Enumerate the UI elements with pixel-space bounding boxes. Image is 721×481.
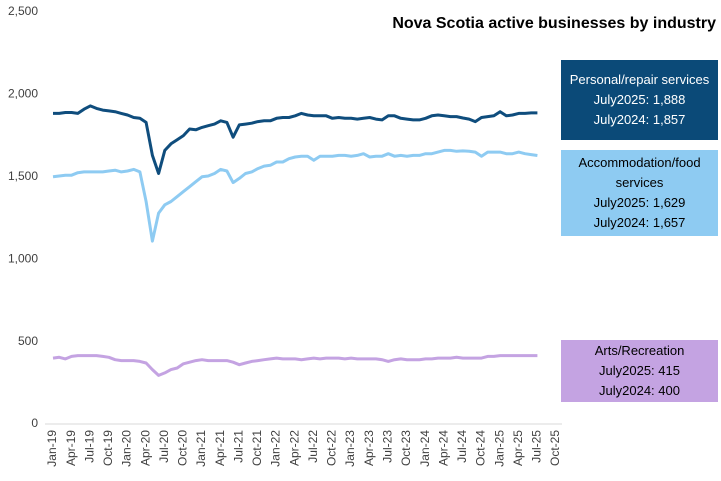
legend-label: Arts/Recreation	[594, 343, 685, 358]
x-tick-label: Jan-22	[269, 430, 283, 467]
x-tick-label: Oct-21	[250, 430, 264, 466]
x-tick-label: Jul-21	[231, 430, 245, 463]
series-label-box: Accommodation/food services July2025: 1,6…	[561, 150, 718, 236]
y-tick-label: 1,000	[8, 251, 38, 265]
series-line	[52, 354, 538, 377]
y-tick-label: 1,500	[8, 169, 38, 183]
x-tick-label: Oct-23	[399, 430, 413, 466]
annotation: July2024: 1,657	[593, 215, 686, 230]
x-tick-label: Oct-24	[474, 430, 488, 466]
x-tick-label: Oct-19	[101, 430, 115, 466]
x-tick-label: Apr-24	[436, 430, 450, 466]
x-tick-label: Jul-22	[306, 430, 320, 463]
x-tick-label: Oct-25	[548, 430, 562, 466]
series-label-box: Personal/repair services July2025: 1,888 J…	[561, 60, 718, 140]
x-tick-label: Jul-23	[381, 430, 395, 463]
annotation: July2025: 1,629	[593, 195, 686, 210]
x-tick-label: Apr-22	[287, 430, 301, 466]
x-tick-label: Jul-24	[455, 430, 469, 463]
x-tick-label: Jan-19	[45, 430, 59, 467]
legend-label: Personal/repair services	[569, 72, 710, 87]
y-tick-label: 2,500	[8, 4, 38, 18]
y-tick-label: 500	[18, 334, 38, 348]
x-tick-label: Jan-20	[120, 430, 134, 467]
x-tick-label: Jan-24	[418, 430, 432, 467]
series-line	[52, 148, 538, 243]
x-tick-label: Jul-25	[530, 430, 544, 463]
x-tick-label: Jan-21	[194, 430, 208, 467]
x-tick-label: Apr-21	[213, 430, 227, 466]
x-tick-label: Apr-25	[511, 430, 525, 466]
series-label-box: Arts/Recreation July2025: 415 July2024: 40…	[561, 340, 718, 402]
y-tick-label: 2,000	[8, 87, 38, 101]
x-tick-label: Jan-23	[343, 430, 357, 467]
x-tick-label: Oct-22	[325, 430, 339, 466]
annotation: July2025: 1,888	[593, 92, 686, 107]
x-tick-label: Jul-20	[157, 430, 171, 463]
chart-title: Nova Scotia active businesses by industr…	[392, 15, 716, 32]
annotation: July2025: 415	[599, 363, 680, 378]
y-tick-label: 0	[31, 416, 38, 430]
x-tick-label: Oct-20	[176, 430, 190, 466]
annotation: July2024: 400	[599, 383, 680, 398]
series-line	[53, 104, 538, 175]
annotation: July2024: 1,857	[593, 112, 686, 127]
x-tick-label: Apr-20	[138, 430, 152, 466]
x-tick-label: Jan-25	[492, 430, 506, 467]
x-tick-label: Jul-19	[82, 430, 96, 463]
legend-label: Accommodation/food services	[578, 155, 701, 190]
x-tick-label: Apr-23	[362, 430, 376, 466]
x-tick-label: Apr-19	[64, 430, 78, 466]
